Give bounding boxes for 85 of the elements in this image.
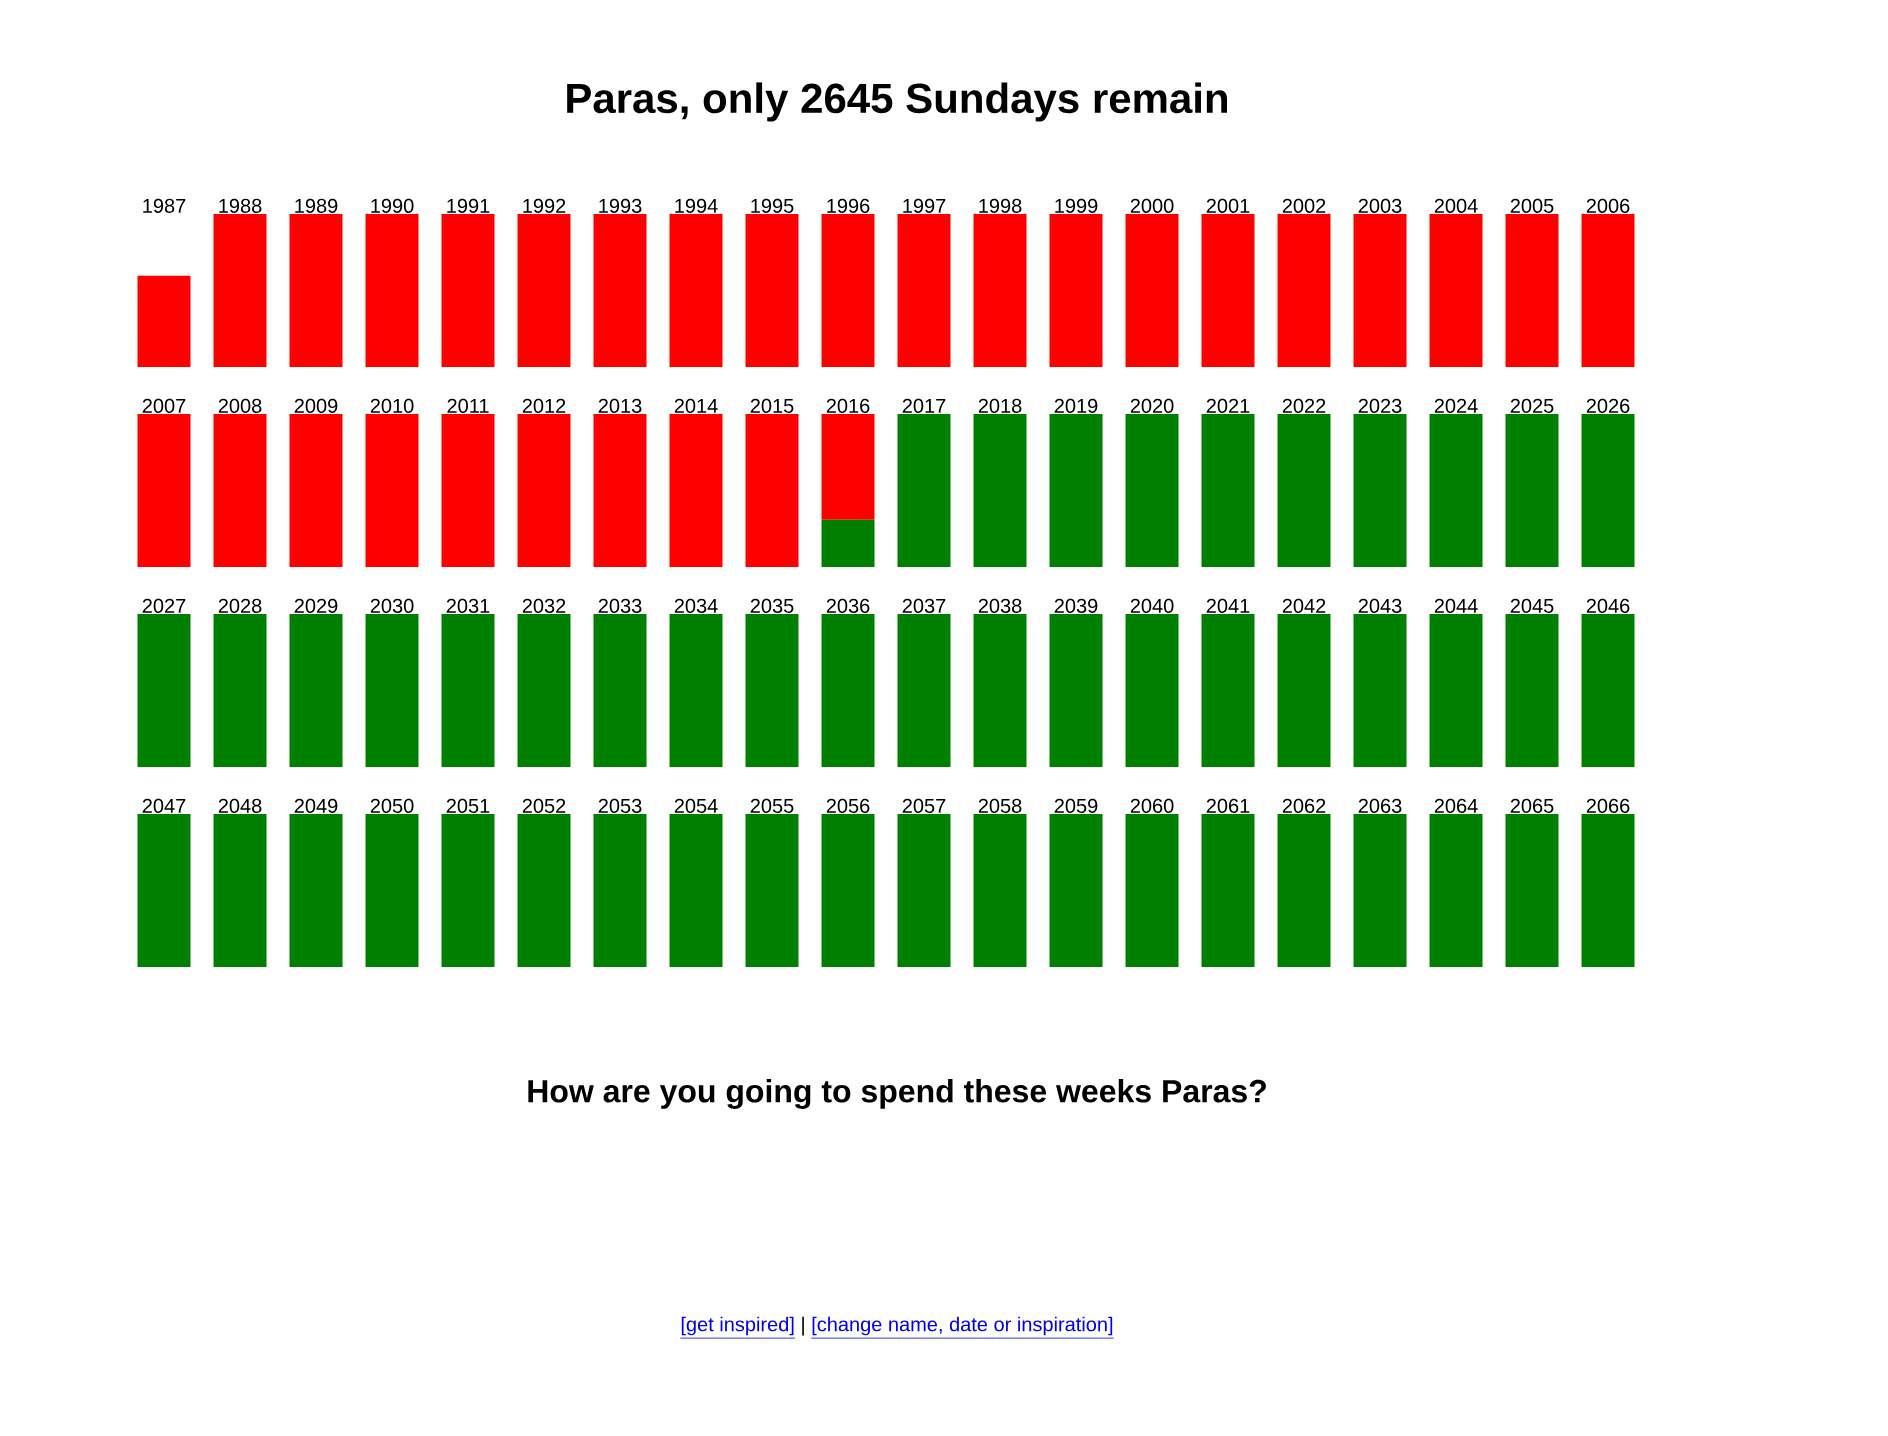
x-tick-label: 2057: [902, 798, 946, 813]
x-tick-label: 2027: [142, 598, 186, 613]
x-tick-label: 2060: [1130, 798, 1174, 813]
x-tick-label: 2035: [750, 598, 794, 613]
x-tick-label: 2021: [1206, 398, 1250, 413]
x-tick-label: 2049: [294, 798, 338, 813]
x-tick-label: 2018: [978, 398, 1022, 413]
x-tick-label: 2005: [1510, 198, 1554, 213]
x-tick-label: 1994: [675, 198, 718, 213]
x-tick-label: 2002: [1282, 198, 1326, 213]
x-tick-label: 2040: [1130, 598, 1174, 613]
x-tick-label: 2037: [902, 598, 946, 613]
x-tick-label: 2014: [674, 398, 718, 413]
x-tick-label: 2053: [598, 798, 642, 813]
x-tick-label: 1999: [1055, 198, 1098, 213]
x-tick-label: 1993: [599, 198, 642, 213]
x-tick-label: 2006: [1586, 198, 1630, 213]
x-tick-label: 2007: [142, 398, 186, 413]
x-tick-label: 1996: [827, 198, 870, 213]
x-tick-label: 2051: [446, 798, 490, 813]
x-tick-label: 1989: [295, 198, 338, 213]
x-tick-label: 2061: [1206, 798, 1250, 813]
x-tick-label: 2063: [1358, 798, 1402, 813]
x-tick-label: 2044: [1434, 598, 1478, 613]
x-tick-label: 2009: [294, 398, 338, 413]
x-tick-label: 2004: [1434, 198, 1478, 213]
x-tick-label: 2041: [1206, 598, 1250, 613]
x-tick-label: 2055: [750, 798, 794, 813]
x-tick-label: 2064: [1434, 798, 1478, 813]
x-tick-label: 2047: [142, 798, 186, 813]
x-tick-label: 2043: [1358, 598, 1402, 613]
x-tick-label: 2066: [1586, 798, 1630, 813]
x-tick-label: 2048: [218, 798, 262, 813]
x-tick-label: 2013: [598, 398, 642, 413]
x-tick-label: 2045: [1510, 598, 1554, 613]
x-tick-label: 2026: [1586, 398, 1630, 413]
x-tick-label: 2028: [218, 598, 262, 613]
x-tick-label: 2059: [1054, 798, 1098, 813]
x-tick-label: 2019: [1054, 398, 1098, 413]
x-tick-label: 2034: [674, 598, 718, 613]
text: [get inspired]: [681, 1316, 794, 1336]
x-tick-label: 2036: [826, 598, 870, 613]
x-tick-label: 2029: [294, 598, 338, 613]
x-tick-label: 2065: [1510, 798, 1554, 813]
x-tick-label: 1998: [979, 198, 1022, 213]
text: [change name, date or inspiration]: [812, 1316, 1113, 1336]
text: |: [802, 1316, 804, 1336]
x-tick-label: 2056: [826, 798, 870, 813]
x-tick-label: 2016: [826, 398, 870, 413]
x-tick-label: 1990: [371, 198, 414, 213]
x-tick-label: 2024: [1434, 398, 1478, 413]
x-tick-label: 1995: [751, 198, 794, 213]
x-tick-label: 2022: [1282, 398, 1326, 413]
x-tick-label: 2011: [447, 398, 489, 413]
x-tick-label: 2025: [1510, 398, 1554, 413]
x-tick-label: 2023: [1358, 398, 1402, 413]
x-tick-label: 1987: [143, 198, 186, 213]
x-tick-label: 2046: [1586, 598, 1630, 613]
chart-title: Paras, only 2645 Sundays remain: [567, 82, 1228, 122]
x-tick-label: 2050: [370, 798, 414, 813]
x-tick-label: 2012: [522, 398, 566, 413]
x-tick-label: 2054: [674, 798, 718, 813]
x-tick-label: 1992: [523, 198, 566, 213]
x-tick-label: 2058: [978, 798, 1022, 813]
x-tick-label: 1988: [219, 198, 262, 213]
x-tick-label: 2010: [370, 398, 414, 413]
x-tick-label: 2031: [446, 598, 490, 613]
x-tick-label: 2038: [978, 598, 1022, 613]
x-tick-label: 1991: [447, 198, 490, 213]
x-tick-label: 2015: [750, 398, 794, 413]
text: How are you going to spend these weeks Paras?: [528, 1079, 1266, 1109]
x-tick-label: 2039: [1054, 598, 1098, 613]
x-tick-label: 2008: [218, 398, 262, 413]
x-tick-label: 2001: [1206, 198, 1250, 213]
x-tick-label: 2017: [902, 398, 946, 413]
x-tick-label: 2000: [1130, 198, 1174, 213]
x-tick-label: 2020: [1130, 398, 1174, 413]
x-tick-label: 2003: [1358, 198, 1402, 213]
x-tick-label: 2062: [1282, 798, 1326, 813]
x-tick-label: 2030: [370, 598, 414, 613]
x-tick-label: 1997: [903, 198, 946, 213]
x-tick-label: 2052: [522, 798, 566, 813]
x-tick-label: 2032: [522, 598, 566, 613]
x-tick-label: 2033: [598, 598, 642, 613]
x-tick-label: 2042: [1282, 598, 1326, 613]
